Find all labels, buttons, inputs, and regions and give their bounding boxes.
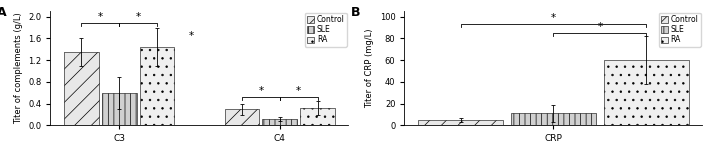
Bar: [418, 120, 503, 125]
Bar: [263, 119, 297, 125]
Text: A: A: [0, 6, 6, 19]
Text: *: *: [258, 86, 263, 96]
Text: *: *: [188, 31, 193, 41]
Text: B: B: [350, 6, 360, 19]
Text: *: *: [98, 12, 103, 22]
Bar: [139, 47, 174, 125]
Legend: Control, SLE, RA: Control, SLE, RA: [304, 13, 347, 47]
Bar: [603, 60, 689, 125]
Y-axis label: Titer of complements (g/L): Titer of complements (g/L): [13, 13, 23, 124]
Y-axis label: Titer of CRP (mg/L): Titer of CRP (mg/L): [365, 29, 374, 108]
Bar: [300, 108, 335, 125]
Bar: [102, 93, 137, 125]
Text: *: *: [551, 13, 556, 23]
Legend: Control, SLE, RA: Control, SLE, RA: [658, 13, 701, 47]
Bar: [64, 52, 98, 125]
Text: *: *: [598, 22, 603, 32]
Bar: [510, 113, 596, 125]
Bar: [224, 109, 259, 125]
Text: *: *: [296, 86, 301, 96]
Text: *: *: [135, 12, 141, 22]
